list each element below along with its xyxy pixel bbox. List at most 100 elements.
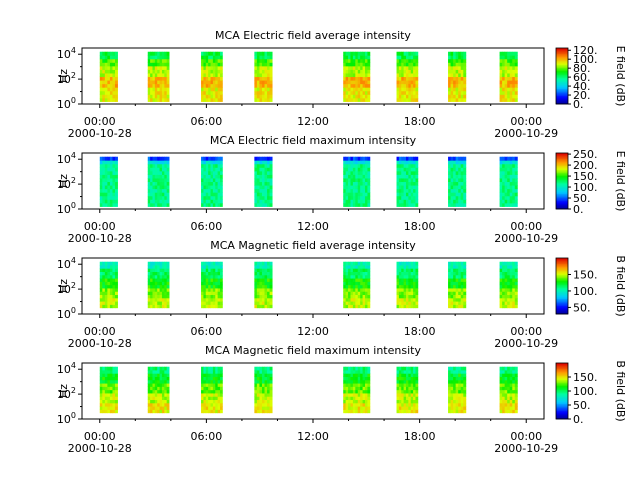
cell	[365, 271, 368, 276]
cell	[345, 376, 349, 381]
cell	[104, 268, 108, 272]
cell	[403, 376, 407, 381]
cell	[360, 278, 363, 282]
cell	[256, 288, 260, 292]
cell	[215, 83, 219, 88]
cell	[357, 383, 361, 387]
cell	[350, 291, 354, 296]
cell	[448, 393, 451, 397]
cell	[215, 90, 219, 95]
cell	[109, 192, 113, 197]
cell	[104, 379, 108, 384]
y-tick-label: 100	[57, 306, 76, 321]
cell	[261, 192, 265, 197]
cell	[460, 278, 464, 282]
cell	[102, 65, 106, 70]
cell	[203, 188, 207, 193]
cell	[460, 291, 464, 296]
cell	[201, 304, 204, 309]
cell	[499, 288, 503, 292]
cell	[161, 202, 165, 207]
cell	[355, 199, 359, 204]
cell	[509, 58, 513, 63]
cell	[350, 69, 354, 74]
cell	[217, 402, 221, 407]
cell	[157, 167, 160, 172]
cell	[463, 192, 467, 197]
cell	[109, 278, 113, 282]
cell	[212, 376, 216, 381]
cell	[220, 62, 223, 67]
cell	[164, 265, 168, 269]
cell	[112, 163, 116, 168]
cell	[463, 87, 467, 92]
cell	[415, 156, 419, 161]
cell	[203, 383, 207, 387]
cell	[504, 69, 508, 74]
cell	[514, 278, 518, 282]
cell	[448, 409, 451, 414]
cell	[401, 383, 405, 387]
cell	[448, 170, 451, 175]
cell	[208, 278, 211, 282]
cell	[157, 386, 160, 391]
cell	[415, 73, 419, 78]
cell	[455, 170, 459, 175]
cell	[357, 76, 361, 81]
cell	[352, 178, 356, 183]
cell	[499, 389, 503, 394]
cell	[161, 291, 165, 296]
cell	[343, 399, 347, 404]
cell	[458, 396, 462, 401]
cell	[256, 195, 260, 200]
cell	[367, 271, 371, 276]
cell	[159, 188, 163, 193]
cell	[413, 304, 416, 309]
cell	[362, 73, 366, 78]
cell	[215, 288, 219, 292]
cell	[217, 80, 221, 85]
cell	[161, 402, 165, 407]
cell	[220, 199, 223, 204]
cell	[112, 291, 116, 296]
cell	[107, 83, 111, 88]
cell	[507, 304, 511, 309]
cell	[401, 65, 405, 70]
cell	[99, 83, 103, 88]
cell	[102, 178, 106, 183]
cell	[396, 271, 400, 276]
cell	[504, 167, 508, 172]
cell	[403, 185, 407, 190]
cell	[345, 167, 349, 172]
cell	[512, 288, 516, 292]
cell	[458, 97, 462, 102]
cell	[102, 294, 106, 299]
cell	[403, 156, 407, 161]
cell	[408, 170, 412, 175]
cell	[154, 370, 158, 374]
cell	[413, 409, 416, 414]
cell	[410, 80, 414, 85]
cell	[210, 73, 214, 78]
cell	[112, 278, 116, 282]
cell	[205, 389, 209, 394]
cell	[109, 297, 113, 302]
cell	[210, 370, 214, 374]
cell	[254, 370, 258, 374]
cell	[512, 409, 516, 414]
cell	[159, 271, 163, 276]
cell	[267, 393, 270, 397]
cell	[507, 297, 511, 302]
cell	[362, 156, 366, 161]
cell	[405, 202, 409, 207]
cell	[154, 271, 158, 276]
cell	[203, 294, 207, 299]
cell	[104, 80, 108, 85]
cell	[112, 409, 116, 414]
cell	[208, 65, 211, 70]
cell	[360, 94, 363, 99]
cell	[460, 268, 464, 272]
cell	[507, 90, 511, 95]
cell	[256, 409, 260, 414]
cell	[217, 284, 221, 289]
